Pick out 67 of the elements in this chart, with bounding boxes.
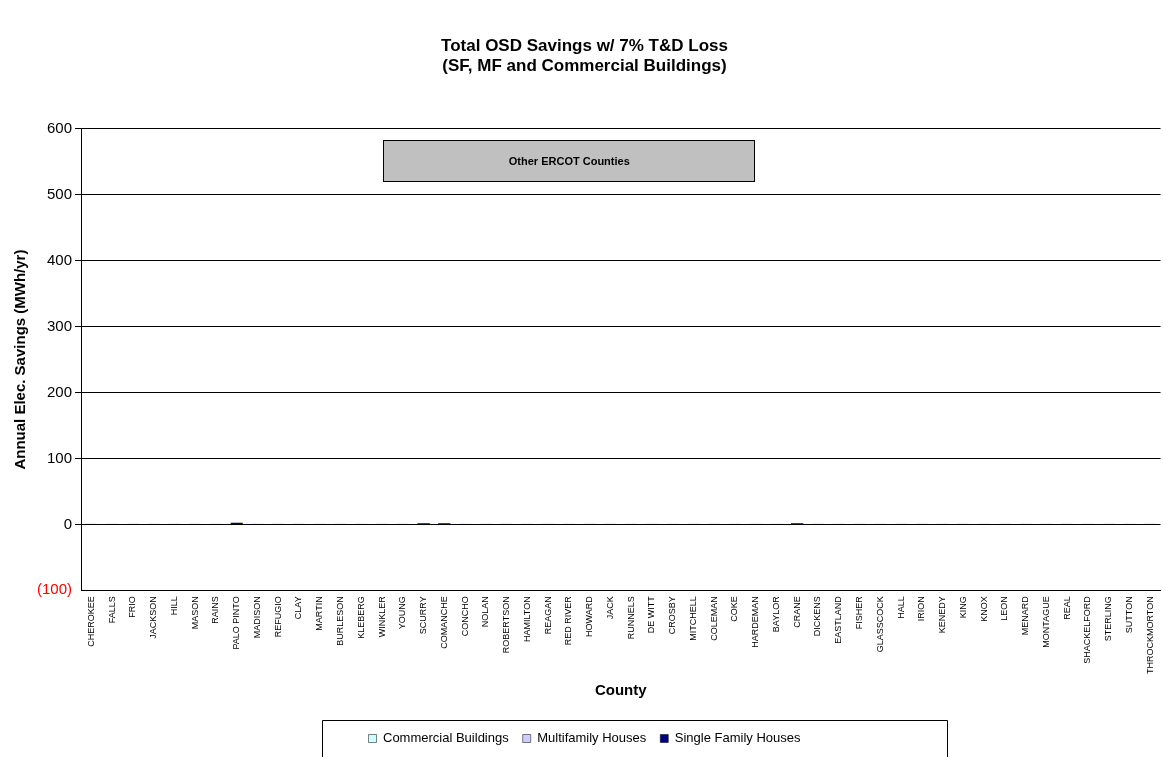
x-tick-label: STERLING (1103, 596, 1114, 642)
x-tick-label: KING (957, 596, 968, 619)
x-tick-label: THROCKMORTON (1144, 596, 1155, 674)
x-tick-label: JACKSON (148, 596, 159, 639)
legend-label: Commercial Buildings (383, 730, 510, 746)
x-tick-label: COMANCHE (438, 596, 449, 649)
x-tick-label: MADISON (251, 596, 262, 639)
y-tick-label: 300 (46, 316, 73, 334)
x-tick-label: DICKENS (812, 596, 823, 637)
x-tick-label: COKE (729, 596, 740, 622)
y-tick-label: 100 (46, 448, 73, 466)
x-tick-label: HAMILTON (521, 596, 532, 643)
x-tick-label: BURLESON (335, 596, 346, 646)
x-tick-label: SUTTON (1123, 596, 1134, 634)
x-tick-label: REAGAN (542, 596, 553, 635)
x-tick-label: MASON (189, 596, 200, 630)
y-tick-label: 400 (46, 250, 73, 268)
x-tick-label: NOLAN (480, 596, 491, 628)
x-tick-label: DE WITT (646, 595, 657, 634)
x-tick-label: CLAY (293, 596, 304, 620)
x-tick-label: MENARD (1020, 595, 1031, 636)
x-tick-label: FALLS (106, 596, 117, 624)
x-tick-label: FRIO (127, 596, 138, 618)
x-tick-label: BAYLOR (770, 595, 781, 633)
x-tick-label: LEON (999, 596, 1010, 621)
x-tick-label: JACK (604, 596, 615, 620)
x-tick-label: HILL (168, 596, 179, 616)
x-tick-label: SCURRY (418, 596, 429, 635)
x-tick-label: KLEBERG (355, 596, 366, 639)
x-tick-label: REFUGIO (272, 596, 283, 638)
x-tick-label: MONTAGUE (1040, 596, 1051, 648)
x-tick-label: KENEDY (937, 596, 948, 634)
x-tick-label: CROSBY (667, 596, 678, 635)
x-tick-label: FISHER (854, 595, 865, 630)
x-tick-label: COLEMAN (708, 596, 719, 641)
x-tick-label: MITCHELL (687, 596, 698, 641)
y-tick-label: 600 (46, 118, 73, 136)
chart-title: Total OSD Savings w/ 7% T&D Loss (SF, MF and Commercial Buildings) (441, 35, 728, 76)
x-tick-label: RUNNELS (625, 596, 636, 640)
x-tick-label: MARTIN (314, 596, 325, 631)
x-tick-label: CHEROKEE (85, 596, 96, 647)
x-tick-label: YOUNG (397, 596, 408, 630)
x-tick-label: HOWARD (584, 595, 595, 637)
x-tick-label: REAL (1061, 596, 1072, 620)
x-tick-label: HALL (895, 596, 906, 619)
x-tick-label: CRANE (791, 596, 802, 628)
x-tick-label: RED RIVER (563, 595, 574, 646)
y-tick-label: 0 (63, 514, 73, 532)
legend-label: Single Family Houses (674, 730, 801, 746)
x-tick-label: CONCHO (459, 596, 470, 637)
x-tick-label: PALO PINTO (231, 596, 242, 650)
legend-label: Multifamily Houses (537, 730, 647, 746)
y-tick-label: 200 (46, 382, 73, 400)
y-tick-label: 500 (46, 184, 73, 202)
x-tick-label: KNOX (978, 596, 989, 622)
x-tick-label: EASTLAND (833, 595, 844, 644)
x-tick-label: IRION (916, 596, 927, 622)
x-tick-label: ROBERTSON (501, 596, 512, 654)
x-tick-label: HARDEMAN (750, 596, 761, 648)
x-axis-title: County (594, 681, 648, 699)
x-tick-label: GLASSCOCK (874, 596, 885, 653)
y-axis-title: Annual Elec. Savings (MWh/yr) (11, 249, 29, 470)
caption-box: Other ERCOT Counties (383, 139, 756, 182)
x-tick-label: WINKLER (376, 595, 387, 638)
x-tick-label: RAINS (210, 596, 221, 624)
y-tick-label: (100) (36, 580, 73, 598)
x-tick-label: SHACKELFORD (1082, 595, 1093, 664)
